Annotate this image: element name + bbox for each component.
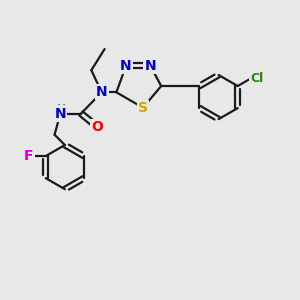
Text: O: O (91, 120, 103, 134)
Text: N: N (55, 106, 66, 121)
Text: N: N (145, 59, 156, 73)
Text: H: H (57, 104, 66, 114)
Text: N: N (120, 59, 132, 73)
Text: F: F (24, 149, 33, 163)
Text: Cl: Cl (250, 72, 264, 85)
Text: N: N (96, 85, 107, 99)
Text: S: S (138, 101, 148, 115)
